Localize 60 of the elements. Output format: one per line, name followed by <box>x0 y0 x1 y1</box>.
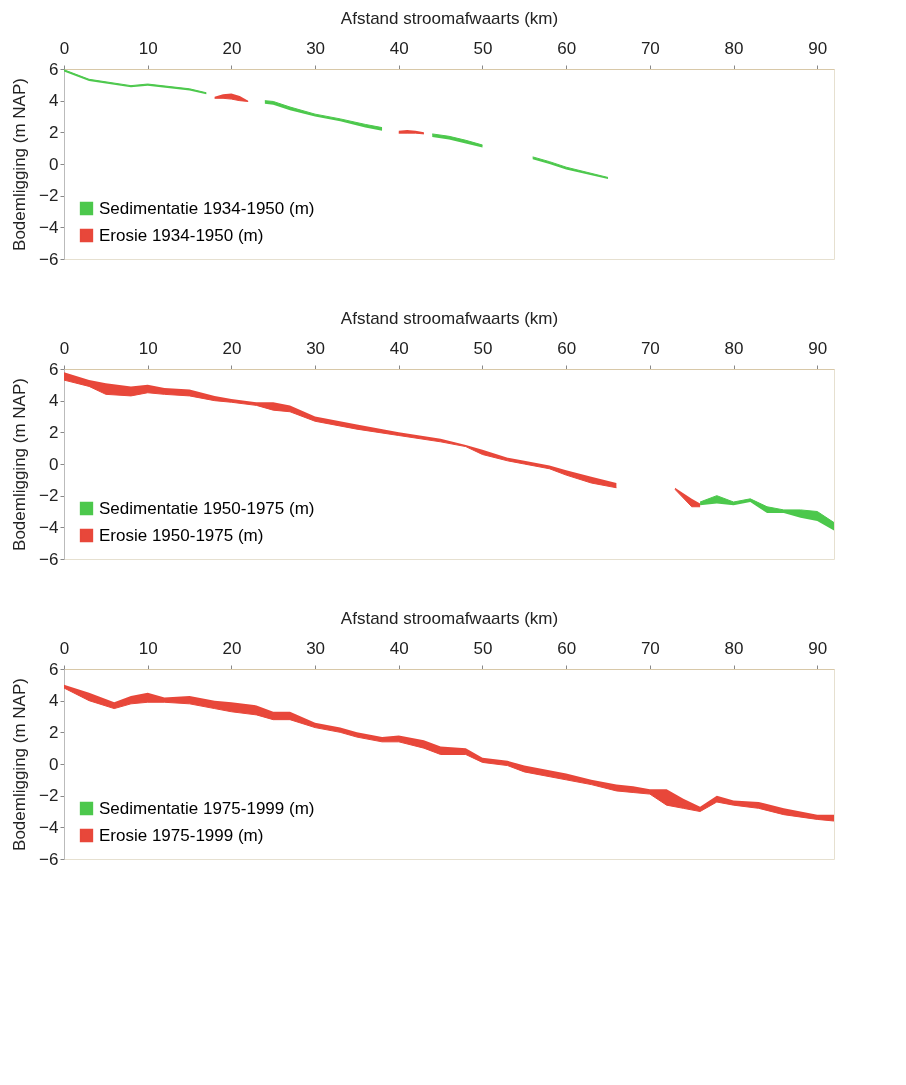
y-tick-label: 0 <box>49 754 59 774</box>
x-tick-label: 10 <box>138 338 158 358</box>
legend-label: Sedimentatie 1975-1999 (m) <box>99 798 315 818</box>
y-tick-label: −4 <box>39 217 59 237</box>
y-tick-label: 2 <box>49 122 59 142</box>
x-tick-label: 30 <box>306 338 326 358</box>
x-tick-label: 50 <box>473 38 493 58</box>
x-tick-label: 50 <box>473 338 493 358</box>
y-tick-label: 0 <box>49 454 59 474</box>
x-tick-label: 30 <box>306 38 326 58</box>
legend-label: Erosie 1950-1975 (m) <box>99 525 264 545</box>
y-tick-label: 0 <box>49 154 59 174</box>
x-tick-label: 40 <box>389 38 409 58</box>
x-tick-label: 80 <box>724 338 744 358</box>
legend-label: Sedimentatie 1950-1975 (m) <box>99 498 315 518</box>
x-tick-label: 70 <box>640 38 660 58</box>
x-tick-label: 90 <box>808 638 828 658</box>
y-tick-label: 4 <box>49 691 59 711</box>
x-tick-label: 90 <box>808 338 828 358</box>
y-axis-title: Bodemligging (m NAP) <box>10 678 30 851</box>
y-tick-label: −2 <box>39 186 59 206</box>
y-axis-title: Bodemligging (m NAP) <box>10 378 30 551</box>
x-tick-label: 50 <box>473 638 493 658</box>
x-tick-label: 20 <box>222 638 242 658</box>
x-axis-title: Afstand stroomafwaarts (km) <box>340 308 559 328</box>
x-tick-label: 80 <box>724 38 744 58</box>
x-tick-label: 90 <box>808 38 828 58</box>
y-tick-label: −6 <box>39 849 59 869</box>
y-tick-label: 4 <box>49 391 59 411</box>
x-tick-label: 70 <box>640 638 660 658</box>
y-tick-label: 6 <box>49 359 59 379</box>
x-tick-label: 20 <box>222 338 242 358</box>
y-tick-label: −6 <box>39 249 59 269</box>
x-tick-label: 30 <box>306 638 326 658</box>
y-axis-title: Bodemligging (m NAP) <box>10 78 30 251</box>
y-tick-label: 6 <box>49 659 59 679</box>
x-tick-label: 70 <box>640 338 660 358</box>
x-axis-title: Afstand stroomafwaarts (km) <box>340 608 559 628</box>
x-tick-label: 60 <box>557 38 577 58</box>
x-tick-label: 10 <box>138 38 158 58</box>
y-tick-label: 6 <box>49 59 59 79</box>
y-tick-label: −6 <box>39 549 59 569</box>
y-tick-label: 2 <box>49 422 59 442</box>
x-tick-label: 60 <box>557 338 577 358</box>
x-tick-label: 20 <box>222 38 242 58</box>
y-tick-label: −2 <box>39 486 59 506</box>
legend-label: Erosie 1975-1999 (m) <box>99 825 264 845</box>
legend-label: Erosie 1934-1950 (m) <box>99 225 264 245</box>
legend-label: Sedimentatie 1934-1950 (m) <box>99 198 315 218</box>
y-tick-label: −4 <box>39 817 59 837</box>
x-axis-title: Afstand stroomafwaarts (km) <box>340 8 559 28</box>
y-tick-label: −2 <box>39 786 59 806</box>
x-tick-label: 80 <box>724 638 744 658</box>
x-tick-label: 60 <box>557 638 577 658</box>
y-tick-label: 2 <box>49 722 59 742</box>
x-tick-label: 40 <box>389 338 409 358</box>
y-tick-label: −4 <box>39 517 59 537</box>
x-tick-label: 40 <box>389 638 409 658</box>
x-tick-label: 10 <box>138 638 158 658</box>
y-tick-label: 4 <box>49 91 59 111</box>
